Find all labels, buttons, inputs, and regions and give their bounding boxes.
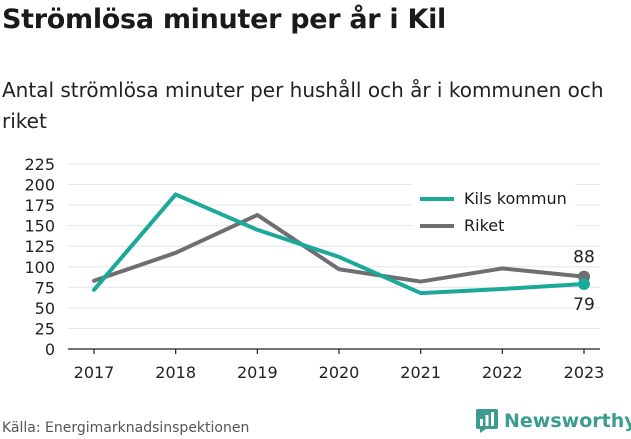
chart-subtitle: Antal strömlösa minuter per hushåll och … bbox=[2, 78, 604, 133]
y-tick-label: 25 bbox=[35, 319, 55, 338]
x-tick-label: 2020 bbox=[319, 363, 360, 382]
x-tick-label: 2019 bbox=[237, 363, 278, 382]
legend-label-riket: Riket bbox=[464, 216, 505, 235]
y-tick-label: 0 bbox=[45, 340, 55, 359]
chart-title: Strömlösa minuter per år i Kil bbox=[2, 4, 446, 35]
y-tick-label: 125 bbox=[24, 237, 55, 256]
data-label-riket: 88 bbox=[573, 248, 595, 268]
y-tick-label: 100 bbox=[24, 258, 55, 277]
series-line-kil bbox=[92, 192, 586, 296]
x-tick-label: 2017 bbox=[74, 363, 115, 382]
series-end-point-kil bbox=[578, 278, 590, 291]
y-tick-label: 225 bbox=[24, 155, 55, 174]
x-tick-label: 2023 bbox=[564, 363, 605, 382]
bar-chart-icon bbox=[476, 409, 498, 433]
y-tick-label: 50 bbox=[35, 299, 55, 318]
y-tick-label: 200 bbox=[24, 176, 55, 195]
x-tick-label: 2018 bbox=[155, 363, 196, 382]
legend-swatch-kil bbox=[420, 196, 454, 201]
brand-logo[interactable]: Newsworthy bbox=[476, 409, 631, 433]
data-label-kil: 79 bbox=[573, 295, 595, 315]
legend-label-kil: Kils kommun bbox=[464, 189, 567, 208]
y-tick-label: 150 bbox=[24, 217, 55, 236]
chart-legend: Kils kommun Riket bbox=[412, 183, 575, 241]
legend-swatch-riket bbox=[420, 223, 454, 228]
series-line-riket bbox=[92, 212, 586, 284]
y-tick-label: 175 bbox=[24, 196, 55, 215]
legend-item-riket: Riket bbox=[420, 212, 567, 239]
source-note: Källa: Energimarknadsinspektionen bbox=[2, 420, 250, 436]
legend-item-kil: Kils kommun bbox=[420, 185, 567, 212]
y-tick-label: 75 bbox=[35, 278, 55, 297]
x-tick-label: 2021 bbox=[400, 363, 441, 382]
brand-name: Newsworthy bbox=[504, 410, 631, 432]
x-tick-label: 2022 bbox=[482, 363, 523, 382]
